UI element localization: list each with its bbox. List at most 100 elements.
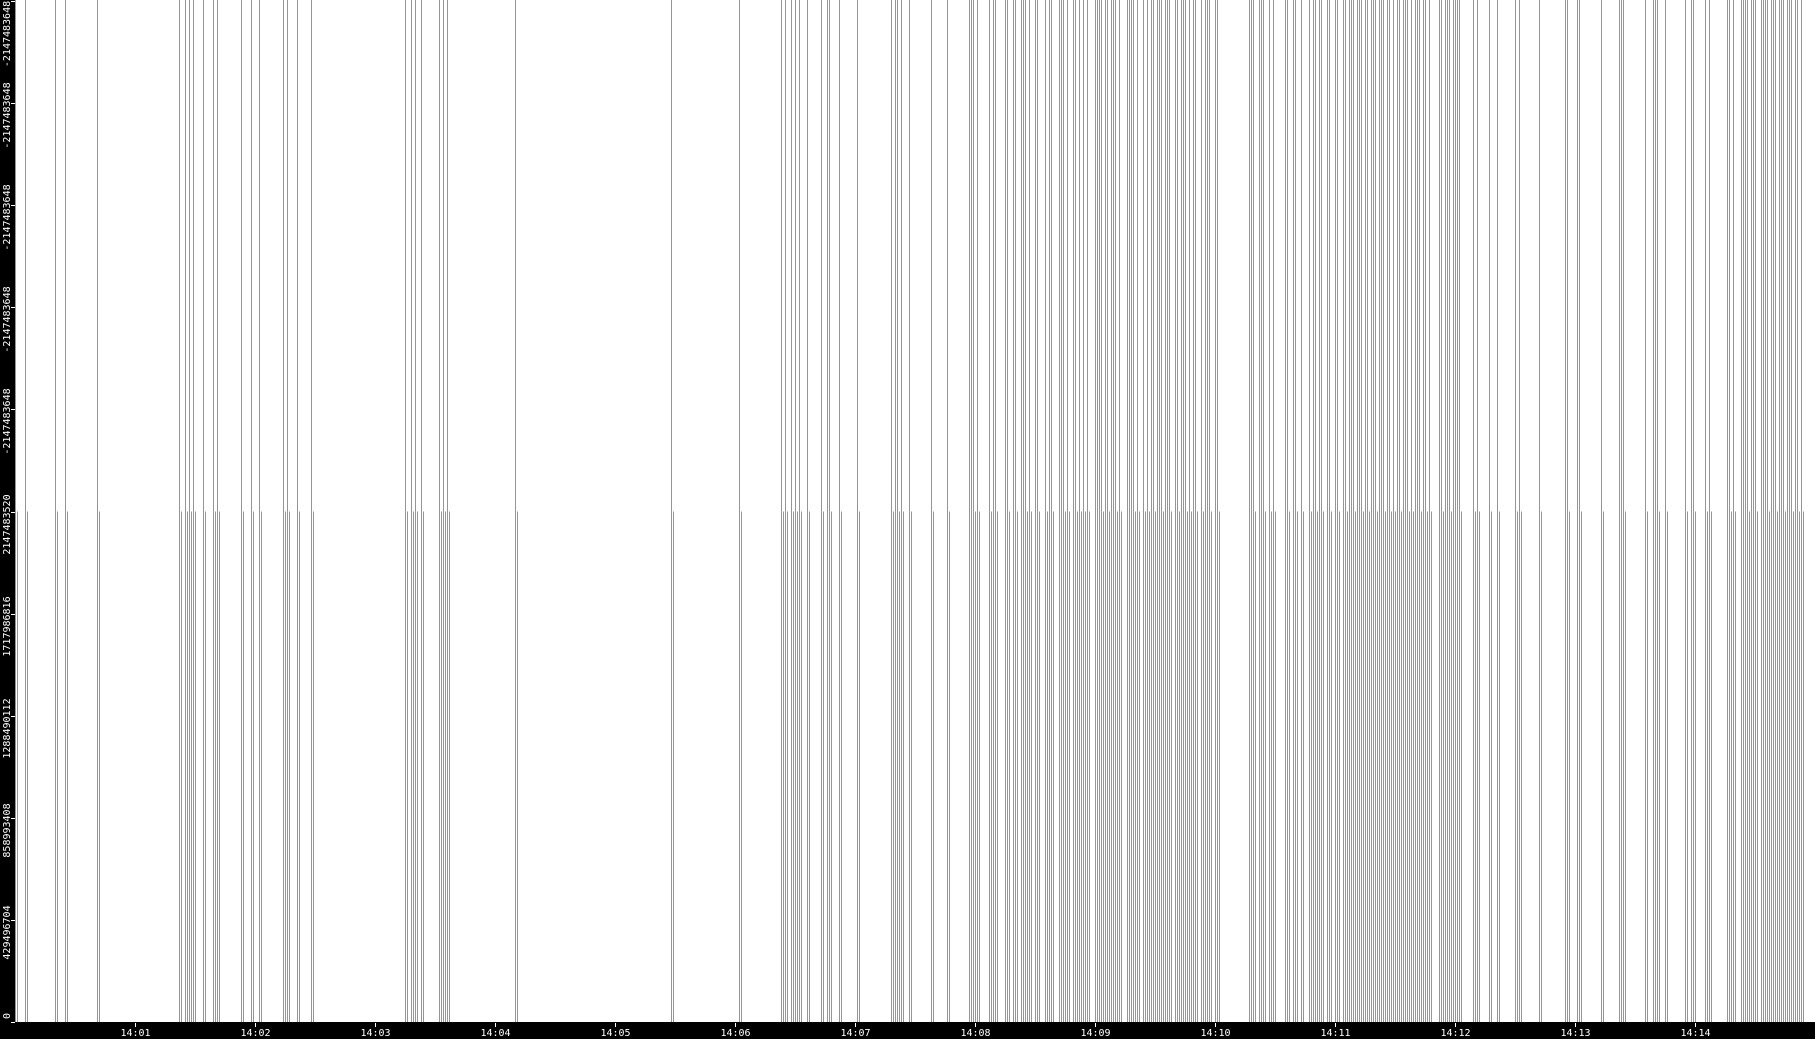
event-pulse: [15, 0, 18, 1022]
event-pulse: [1119, 0, 1122, 1022]
event-pulse: [1579, 0, 1582, 1022]
event-pulse: [1147, 0, 1150, 1022]
event-pulse: [1063, 0, 1066, 1022]
event-pulse: [977, 0, 980, 1022]
event-pulse: [1411, 0, 1414, 1022]
event-pulse: [447, 0, 450, 1022]
x-tick-label: 14:13: [1560, 1028, 1590, 1039]
event-pulse: [1295, 0, 1298, 1022]
event-pulse: [97, 0, 100, 1022]
event-pulse: [1441, 0, 1444, 1022]
event-pulse: [1107, 0, 1110, 1022]
event-pulse: [1045, 0, 1048, 1022]
event-pulse: [415, 0, 418, 1022]
event-pulse: [1729, 0, 1732, 1022]
event-pulse: [795, 0, 798, 1022]
event-pulse: [203, 0, 206, 1022]
event-pulse: [1361, 0, 1364, 1022]
event-pulse: [1791, 0, 1794, 1022]
event-pulse: [1273, 0, 1276, 1022]
event-pulse: [217, 0, 220, 1022]
event-pulse: [1161, 0, 1164, 1022]
event-pulse: [1083, 0, 1086, 1022]
event-pulse: [1783, 0, 1786, 1022]
event-pulse: [1393, 0, 1396, 1022]
y-tick-label: 858993408: [2, 803, 13, 857]
event-pulse: [1367, 0, 1370, 1022]
event-pulse: [1425, 0, 1428, 1022]
event-pulse: [1539, 0, 1542, 1022]
event-pulse: [1269, 0, 1272, 1022]
event-pulse: [515, 0, 518, 1022]
event-pulse: [283, 0, 286, 1022]
event-pulse: [1623, 0, 1626, 1022]
event-pulse: [1693, 0, 1696, 1022]
event-pulse: [179, 0, 182, 1022]
event-pulse: [1287, 0, 1290, 1022]
event-pulse: [821, 0, 824, 1022]
y-tick-label: 0: [2, 1013, 13, 1019]
event-pulse: [405, 0, 408, 1022]
event-pulse: [189, 0, 192, 1022]
x-tick-label: 14:05: [600, 1028, 630, 1039]
event-pulse: [1067, 0, 1070, 1022]
event-pulse: [791, 0, 794, 1022]
event-pulse: [947, 0, 950, 1022]
event-pulse: [1459, 0, 1462, 1022]
y-tick-label: 1717986816: [2, 596, 13, 656]
x-tick-label: 14:02: [240, 1028, 270, 1039]
event-pulse: [1137, 0, 1140, 1022]
event-pulse: [1209, 0, 1212, 1022]
event-pulse: [1263, 0, 1266, 1022]
event-pulse: [891, 0, 894, 1022]
event-pulse: [1489, 0, 1492, 1022]
x-tick-label: 14:10: [1200, 1028, 1230, 1039]
event-pulse: [1645, 0, 1648, 1022]
event-pulse: [1029, 0, 1032, 1022]
x-tick-label: 14:12: [1440, 1028, 1470, 1039]
event-pulse: [1519, 0, 1522, 1022]
event-pulse: [1473, 0, 1476, 1022]
y-tick-label: 429496704: [2, 905, 13, 959]
event-pulse: [1383, 0, 1386, 1022]
x-tick-label: 14:01: [120, 1028, 150, 1039]
event-pulse: [1801, 0, 1804, 1022]
y-tick-label: 1288490112: [2, 698, 13, 758]
event-pulse: [839, 0, 842, 1022]
event-pulse: [973, 0, 976, 1022]
y-axis: 0 429496704 858993408 1288490112 1717986816 2…: [2, 1, 15, 1023]
event-pulse: [421, 0, 424, 1022]
event-pulse: [1253, 0, 1256, 1022]
event-pulse: [857, 0, 860, 1022]
event-pulse: [1217, 0, 1220, 1022]
x-tick-label: 14:07: [840, 1028, 870, 1039]
x-tick-label: 14:14: [1680, 1028, 1710, 1039]
event-pulse: [1747, 0, 1750, 1022]
event-pulse: [1115, 0, 1118, 1022]
event-pulse: [829, 0, 832, 1022]
event-pulse: [1337, 0, 1340, 1022]
event-pulse: [1375, 0, 1378, 1022]
x-tick-label: 14:09: [1080, 1028, 1110, 1039]
event-pulse: [901, 0, 904, 1022]
event-pulse: [1201, 0, 1204, 1022]
event-pulse: [443, 0, 446, 1022]
event-pulse: [995, 0, 998, 1022]
event-pulse: [297, 0, 300, 1022]
event-pulse: [931, 0, 934, 1022]
event-pulse: [1143, 0, 1146, 1022]
event-pulse: [1185, 0, 1188, 1022]
event-pulse: [1775, 0, 1778, 1022]
x-axis: 14:01 14:02 14:03 14:04 14:05 14:06 14:07 14:08…: [120, 1023, 1711, 1039]
y-tick-label: -2147483648: [2, 184, 13, 250]
event-pulse: [1665, 0, 1668, 1022]
event-pulse: [1025, 0, 1028, 1022]
event-pulse: [193, 0, 196, 1022]
event-pulse: [1133, 0, 1136, 1022]
event-pulse: [897, 0, 900, 1022]
event-pulse: [1329, 0, 1332, 1022]
event-pulse: [1515, 0, 1518, 1022]
x-tick-label: 14:11: [1320, 1028, 1350, 1039]
event-pulse: [411, 0, 414, 1022]
event-pulse: [25, 0, 28, 1022]
